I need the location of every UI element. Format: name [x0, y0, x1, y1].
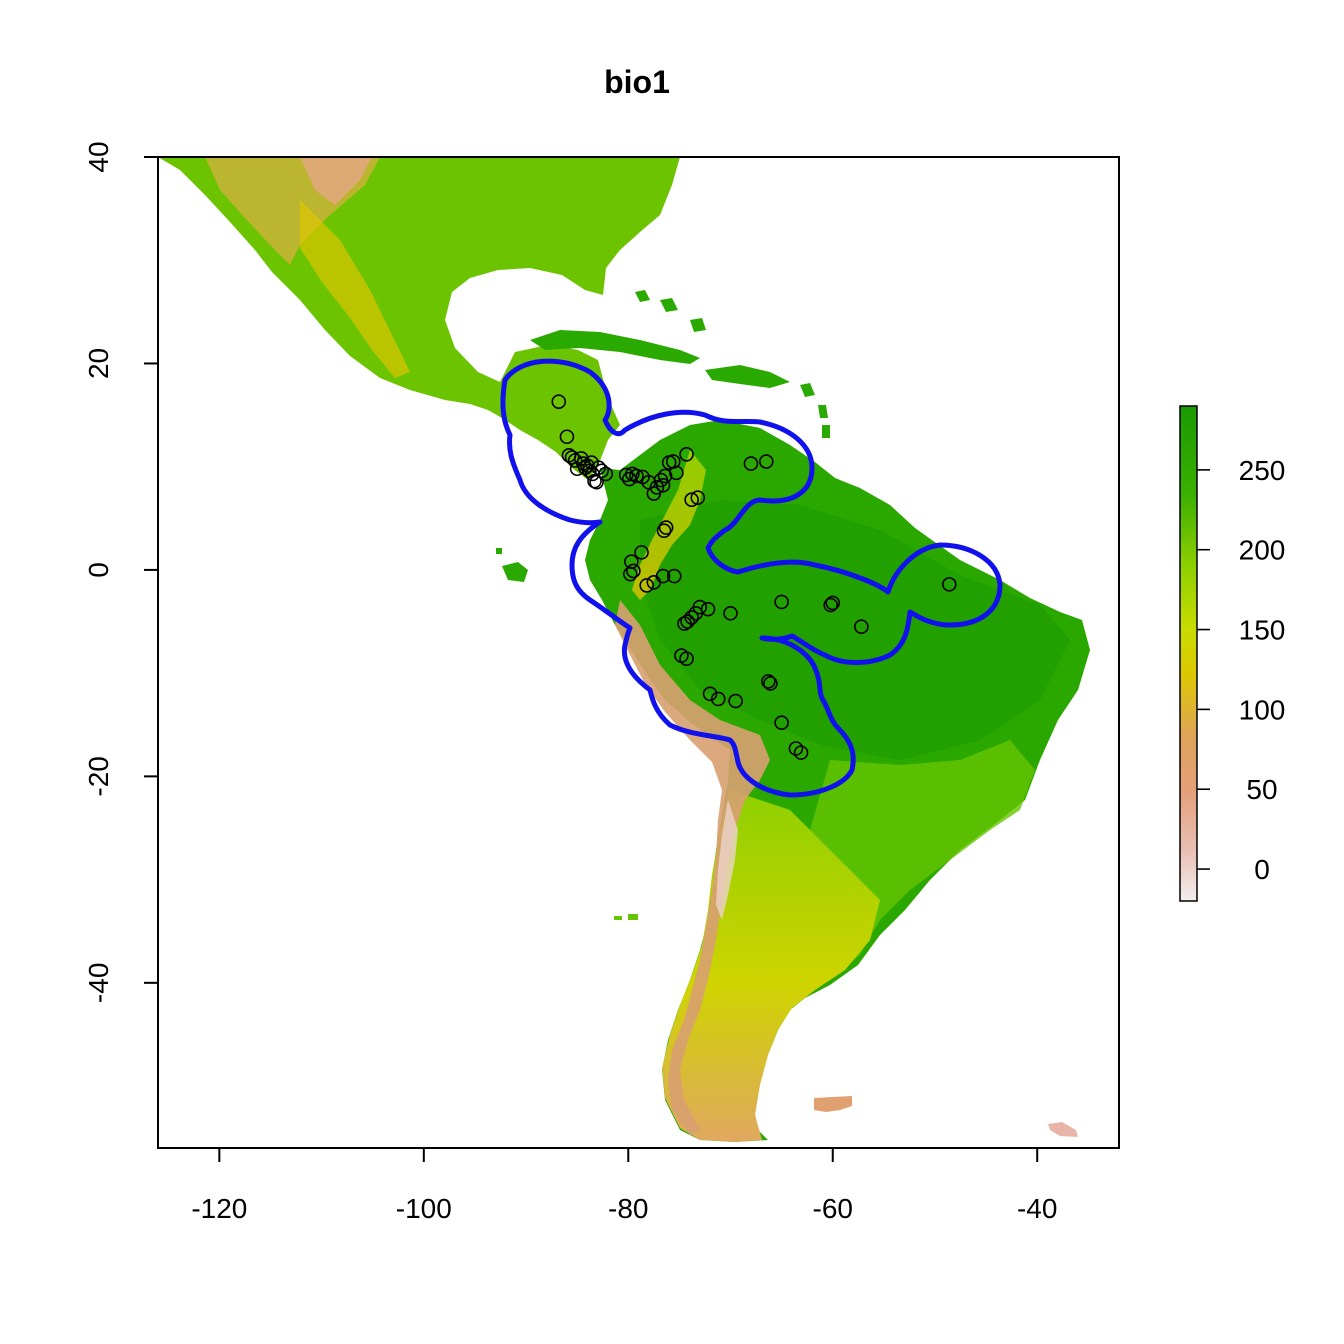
occurrence-point — [941, 577, 957, 592]
occurrence-point — [793, 745, 809, 760]
occurrence-point — [684, 610, 699, 625]
buffer-outline — [500, 358, 1003, 798]
occurrence-point — [690, 490, 706, 505]
occurrence-point — [700, 601, 716, 617]
occurrence-point — [594, 463, 609, 479]
y-tick-label: -20 — [83, 756, 114, 796]
occurrence-point — [551, 394, 567, 409]
color-legend: 0 50 100 150 200 250 — [1179, 405, 1285, 902]
occurrence-point — [684, 492, 699, 508]
occurrence-point — [692, 599, 708, 615]
x-tick-label: -40 — [1017, 1193, 1057, 1224]
legend-tick-label: 100 — [1239, 694, 1286, 725]
occurrence-point — [598, 466, 614, 482]
occurrence-point — [629, 468, 644, 484]
mexico-sierra — [300, 200, 410, 378]
occurrence-point — [758, 454, 774, 469]
cuba-island — [530, 330, 700, 364]
legend-tick-label: 150 — [1239, 615, 1286, 646]
occurrence-point — [774, 715, 789, 730]
occurrence-point — [823, 597, 839, 613]
occurrence-point — [626, 563, 641, 579]
occurrence-point — [680, 614, 695, 629]
juan-fernandez-islands — [614, 914, 638, 920]
occurrence-point — [825, 595, 841, 611]
legend-ticks: 0 50 100 150 200 250 — [1197, 455, 1285, 885]
occurrence-point — [723, 605, 738, 621]
falkland-islands — [814, 1096, 852, 1112]
hispaniola-island — [705, 365, 790, 388]
land-raster — [158, 157, 1090, 1142]
andes-peaks — [716, 800, 738, 920]
mexico-north-plateau — [300, 157, 372, 205]
occurrence-point — [666, 568, 682, 584]
occurrence-point — [658, 520, 674, 535]
x-tick-label: -100 — [396, 1193, 452, 1224]
x-tick-label: -60 — [813, 1193, 853, 1224]
legend-tick-label: 0 — [1254, 854, 1270, 885]
south-georgia-island — [1048, 1122, 1078, 1137]
legend-color-bar — [1179, 405, 1198, 902]
x-tick-label: -120 — [191, 1193, 247, 1224]
occurrence-point — [702, 686, 718, 702]
x-tick-label: -80 — [608, 1193, 648, 1224]
occurrence-point — [649, 480, 665, 495]
galapagos-islands — [496, 548, 528, 582]
y-tick-label: -40 — [83, 963, 114, 1003]
y-tick-label: 0 — [83, 562, 114, 578]
y-axis: 40 20 0 -20 -40 — [83, 141, 159, 1003]
lesser-antilles — [800, 383, 830, 438]
andes-range — [615, 600, 770, 1135]
occurrence-point — [710, 691, 726, 707]
occurrence-point — [774, 594, 789, 610]
occurrence-point — [567, 453, 583, 468]
bahamas-islands — [635, 290, 706, 332]
occurrence-point — [618, 467, 634, 483]
occurrence-point — [655, 477, 671, 493]
occurrence-point — [728, 693, 743, 709]
occurrence-point — [679, 446, 694, 462]
occurrence-point — [623, 566, 638, 582]
occurrence-point — [788, 741, 804, 756]
occurrence-point — [639, 578, 654, 593]
occurrence-point — [559, 429, 575, 445]
legend-tick-label: 50 — [1246, 774, 1277, 805]
y-tick-label: 20 — [83, 348, 114, 379]
x-axis: -120 -100 -80 -60 -40 — [191, 1147, 1057, 1224]
occurrence-point — [761, 674, 776, 689]
occurrence-point — [669, 465, 684, 481]
occurrence-point — [657, 468, 673, 484]
occurrence-point — [679, 651, 694, 666]
occurrence-point — [656, 523, 672, 538]
andes-north — [632, 450, 706, 600]
legend-tick-label: 200 — [1239, 535, 1286, 566]
y-tick-label: 40 — [83, 141, 114, 172]
occurrence-point — [655, 568, 671, 584]
occurrence-point — [634, 545, 649, 560]
occurrence-points — [551, 394, 957, 760]
map-title: bio1 — [604, 64, 670, 100]
occurrence-point — [854, 619, 869, 634]
occurrence-point — [743, 456, 759, 471]
legend-tick-label: 250 — [1239, 455, 1286, 486]
occurrence-point — [763, 676, 778, 691]
